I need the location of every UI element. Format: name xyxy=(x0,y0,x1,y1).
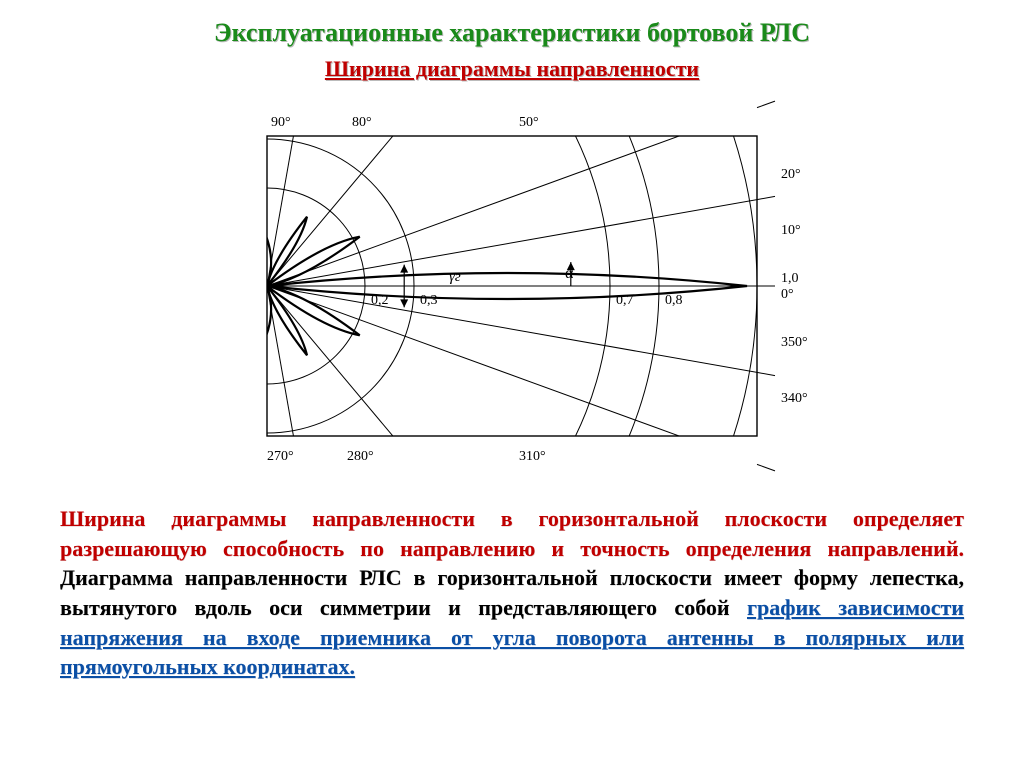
svg-text:0,2: 0,2 xyxy=(371,293,389,308)
svg-text:270°: 270° xyxy=(267,449,294,464)
page-title: Эксплуатационные характеристики бортовой… xyxy=(60,18,964,48)
para-red: Ширина диаграммы направленности в горизо… xyxy=(60,506,964,561)
description-paragraph: Ширина диаграммы направленности в горизо… xyxy=(60,504,964,682)
svg-text:0,8: 0,8 xyxy=(665,293,683,308)
svg-text:20°: 20° xyxy=(781,167,801,182)
diagram-container: 0,2 0,3 0,7 0,8 γг α 90° 80° 50° 20° 10° 1,00° 350° 3… xyxy=(60,96,964,486)
svg-text:280°: 280° xyxy=(347,449,374,464)
svg-text:50°: 50° xyxy=(519,115,539,130)
svg-text:0,3: 0,3 xyxy=(420,293,438,308)
svg-text:10°: 10° xyxy=(781,223,801,238)
svg-text:80°: 80° xyxy=(352,115,372,130)
page-subtitle: Ширина диаграммы направленности xyxy=(60,56,964,82)
svg-text:α: α xyxy=(565,265,574,282)
svg-text:340°: 340° xyxy=(781,391,808,406)
svg-text:γг: γг xyxy=(449,269,461,285)
svg-text:0°: 0° xyxy=(781,287,794,302)
svg-text:0,7: 0,7 xyxy=(616,293,634,308)
svg-text:310°: 310° xyxy=(519,449,546,464)
svg-text:1,0: 1,0 xyxy=(781,271,799,286)
svg-text:350°: 350° xyxy=(781,335,808,350)
radiation-pattern-diagram: 0,2 0,3 0,7 0,8 γг α 90° 80° 50° 20° 10° 1,00° 350° 3… xyxy=(187,96,837,486)
svg-text:90°: 90° xyxy=(271,115,291,130)
